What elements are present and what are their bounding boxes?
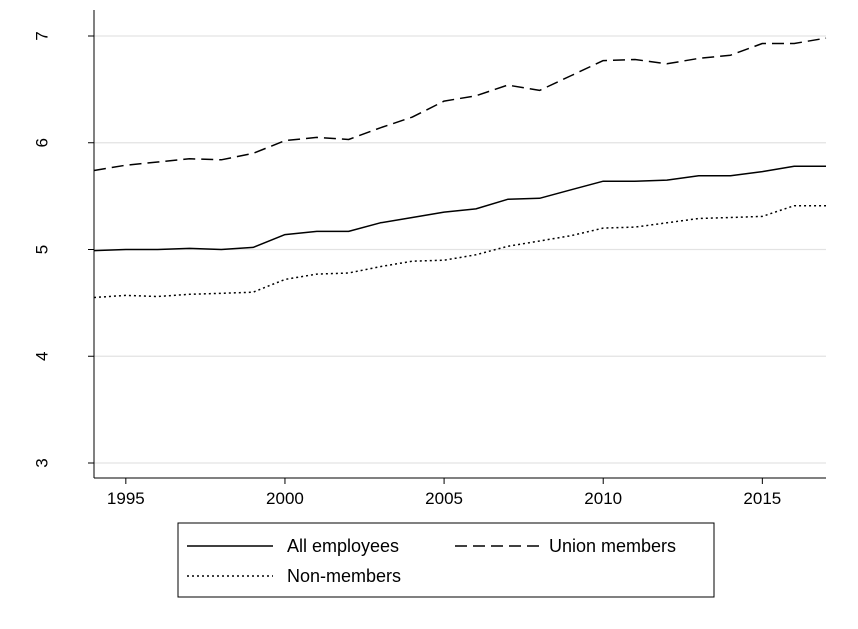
series-lines: [93, 37, 827, 299]
legend: All employees Union members Non-members: [177, 522, 715, 598]
y-tick-label-5: 5: [33, 245, 52, 254]
legend-label-non-members: Non-members: [287, 566, 401, 586]
y-tick-label-6: 6: [33, 138, 52, 147]
x-tick-label-2010: 2010: [584, 489, 622, 508]
legend-label-all-employees: All employees: [287, 536, 399, 556]
x-tick-label-1995: 1995: [107, 489, 145, 508]
legend-label-union-members: Union members: [549, 536, 676, 556]
axes: 3 4 5 6 7 1995 2000 2005 2010 2015: [33, 10, 826, 508]
y-tick-label-4: 4: [33, 352, 52, 361]
x-tick-label-2015: 2015: [743, 489, 781, 508]
legend-box: [177, 522, 715, 598]
series-line-union-members: [93, 37, 827, 172]
x-tick-label-2005: 2005: [425, 489, 463, 508]
y-tick-label-7: 7: [33, 31, 52, 40]
series-line-all-employees: [93, 165, 826, 252]
series-line-non-members: [93, 204, 826, 299]
x-tick-label-2000: 2000: [266, 489, 304, 508]
y-tick-label-3: 3: [33, 458, 52, 467]
